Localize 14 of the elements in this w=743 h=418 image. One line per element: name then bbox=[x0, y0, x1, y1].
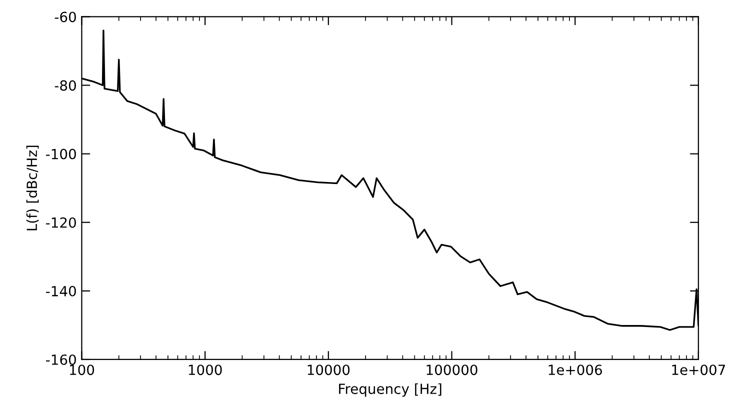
x-tick-label: 10000 bbox=[308, 364, 350, 376]
x-tick-label: 1e+006 bbox=[548, 364, 602, 376]
x-tick-label: 1000 bbox=[188, 364, 222, 376]
y-axis-title: L(f) [dBc/Hz] bbox=[26, 146, 39, 230]
y-tick-label: -100 bbox=[46, 148, 76, 160]
x-axis-title: Frequency [Hz] bbox=[339, 383, 442, 397]
y-tick-label: -60 bbox=[54, 12, 76, 22]
x-tick-label: 100 bbox=[70, 364, 94, 376]
y-tick-label: -140 bbox=[46, 286, 76, 296]
y-tick-label: -80 bbox=[54, 80, 76, 91]
y-tick-label: -120 bbox=[46, 217, 76, 228]
x-tick-label: 1e+007 bbox=[672, 364, 725, 376]
x-tick-label: 100000 bbox=[426, 364, 478, 376]
y-tick-label: -160 bbox=[46, 354, 76, 365]
